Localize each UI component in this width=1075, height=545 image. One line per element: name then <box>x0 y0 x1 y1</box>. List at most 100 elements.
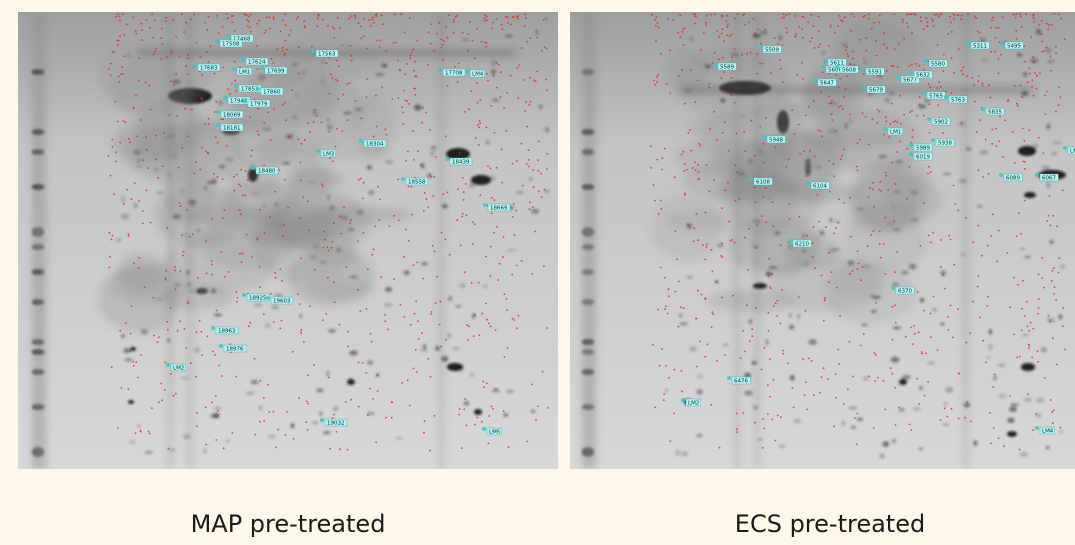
map-spot-label: 18480 <box>251 166 279 175</box>
ecs-spot-label-text: 5902 <box>934 120 948 126</box>
ecs-spot-label: 6104 <box>806 181 830 190</box>
ecs-spot-label-text: 5677 <box>903 78 917 84</box>
ecs-spot-label: 6370 <box>891 286 915 295</box>
map-spot-label: LM5 <box>482 427 503 436</box>
map-spot-label-text: 17508 <box>222 42 240 48</box>
caption-ecs-pretreated: ECS pre-treated <box>734 510 926 538</box>
map-spot-label: LM1 <box>232 67 253 76</box>
ecs-spot-label-text: 5311 <box>973 44 987 50</box>
ecs-spot-label: 5835 <box>981 107 1005 116</box>
ecs-spot-label-text: 5763 <box>951 98 965 104</box>
map-spot-label: 18439 <box>445 157 473 166</box>
map-spot-label-text: 17699 <box>267 69 285 75</box>
ecs-spot-label: 5938 <box>931 138 955 147</box>
ecs-spot-label-text: LM1 <box>890 130 901 136</box>
ecs-spot-label-text: 6089 <box>1006 176 1020 182</box>
ecs-spot-label-text: 6067 <box>1042 176 1056 182</box>
ecs-spot-label-text: 5589 <box>720 65 734 71</box>
map-spot-label-text: 18069 <box>223 113 241 119</box>
ecs-spot-label: 6067 <box>1035 173 1059 182</box>
map-spot-label-text: 18558 <box>408 180 426 186</box>
map-spot-label: 19603 <box>266 296 294 305</box>
map-spot-label: 18304 <box>359 139 387 148</box>
ecs-spot-label-text: LM4 <box>1042 429 1054 435</box>
gel-image-ecs: 5509 5589 5311 5495 5611 5600 5608 5591 5647 5679… <box>570 12 1075 469</box>
ecs-spot-label: 5608 <box>835 65 859 74</box>
ecs-spot-label-text: 6104 <box>813 184 827 190</box>
map-spot-label: 17860 <box>256 87 284 96</box>
ecs-spot-label-text: 5835 <box>988 110 1002 116</box>
map-spot-label-text: 19032 <box>327 421 345 427</box>
ecs-spot-label: 5632 <box>909 70 933 79</box>
map-spot-label-text: 17979 <box>250 102 268 108</box>
ecs-spot-label-text: 5600 <box>828 68 842 74</box>
map-spot-label: LM4 <box>465 69 486 78</box>
ecs-spot-label: 5591 <box>861 67 885 76</box>
map-spot-label: 18558 <box>401 177 429 186</box>
ecs-spot-label: 5580 <box>924 59 948 68</box>
ecs-spot-label-text: 5495 <box>1007 44 1021 50</box>
map-spot-label: 19032 <box>320 418 348 427</box>
map-spot-label-text: LM1 <box>239 70 250 76</box>
map-spot-label-text: 18439 <box>452 160 470 166</box>
map-spot-label-text: 17852 <box>241 87 259 93</box>
map-spot-label: 18069 <box>216 110 244 119</box>
map-spot-label: 18181 <box>216 123 244 132</box>
map-spot-label: 18669 <box>483 203 511 212</box>
ecs-spot-label-text: 5948 <box>769 138 783 144</box>
map-spot-label: 17624 <box>241 57 269 66</box>
ecs-spot-label-text: 5591 <box>868 70 882 76</box>
map-spot-label-text: 17468 <box>233 37 251 43</box>
ecs-spot-label-text: 5632 <box>916 73 930 79</box>
map-spot-label-text: 17624 <box>248 60 266 66</box>
ecs-spot-label-text: 5938 <box>938 141 952 147</box>
ecs-spot-label-text: LM2 <box>688 401 699 407</box>
map-spot-label: 18963 <box>211 326 239 335</box>
map-spot-label-text: 18480 <box>258 169 276 175</box>
ecs-spot-label: 5509 <box>758 45 782 54</box>
map-spot-label-text: 18976 <box>226 347 244 353</box>
ecs-spot-label-text: 6108 <box>756 180 770 186</box>
ecs-spot-label-text: 6476 <box>734 379 748 385</box>
ecs-spot-label: 6019 <box>909 152 933 161</box>
ecs-spot-label: 5495 <box>1000 41 1024 50</box>
map-spot-label-text: 18925 <box>249 296 267 302</box>
map-spot-label: 17508 <box>215 39 243 48</box>
ecs-spot-label: 5679 <box>862 85 886 94</box>
caption-map-pretreated: MAP pre-treated <box>190 510 386 538</box>
map-spot-label-text: LM3 <box>323 152 335 158</box>
map-spot-label-text: 17683 <box>200 66 218 72</box>
ecs-spot-label: 5902 <box>927 117 951 126</box>
map-spot-label: 17563 <box>311 49 339 58</box>
map-spot-label-text: 18963 <box>218 329 236 335</box>
ecs-spot-label-text: 5765 <box>929 94 943 100</box>
map-spot-label: 17979 <box>243 99 271 108</box>
map-spot-label-text: 18669 <box>490 206 508 212</box>
ecs-spot-label: LM3 <box>1063 146 1075 155</box>
ecs-spot-label-text: 5989 <box>916 146 930 152</box>
ecs-spot-label: 6108 <box>749 177 773 186</box>
ecs-spot-label: 5647 <box>813 78 837 87</box>
ecs-spot-label: 5948 <box>762 135 786 144</box>
map-spot-label-text: 17563 <box>318 52 336 58</box>
ecs-spot-label-text: 5608 <box>842 68 856 74</box>
map-spot-label-text: 17708 <box>445 71 463 77</box>
ecs-spot-label: 5677 <box>896 75 920 84</box>
ecs-spot-label: 5589 <box>713 62 737 71</box>
ecs-spot-label-text: 6370 <box>898 289 912 295</box>
map-spot-label: 17683 <box>193 63 221 72</box>
map-spot-label-text: 19603 <box>273 299 291 305</box>
map-spot-label: LM3 <box>316 149 337 158</box>
map-spot-label: 18976 <box>219 344 247 353</box>
ecs-spot-label-text: LM3 <box>1070 149 1075 155</box>
gel-image-map: 17468 17508 17624 17683 17699 17563 17708 LM4 LM… <box>18 12 558 469</box>
ecs-spot-label-text: 6019 <box>916 155 930 161</box>
map-spot-label-text: LM4 <box>472 72 484 78</box>
map-spot-label-text: LM2 <box>173 366 184 372</box>
ecs-spot-label: 5311 <box>966 41 990 50</box>
ecs-spot-label: LM4 <box>1035 426 1056 435</box>
map-spot-label: 17699 <box>260 66 288 75</box>
